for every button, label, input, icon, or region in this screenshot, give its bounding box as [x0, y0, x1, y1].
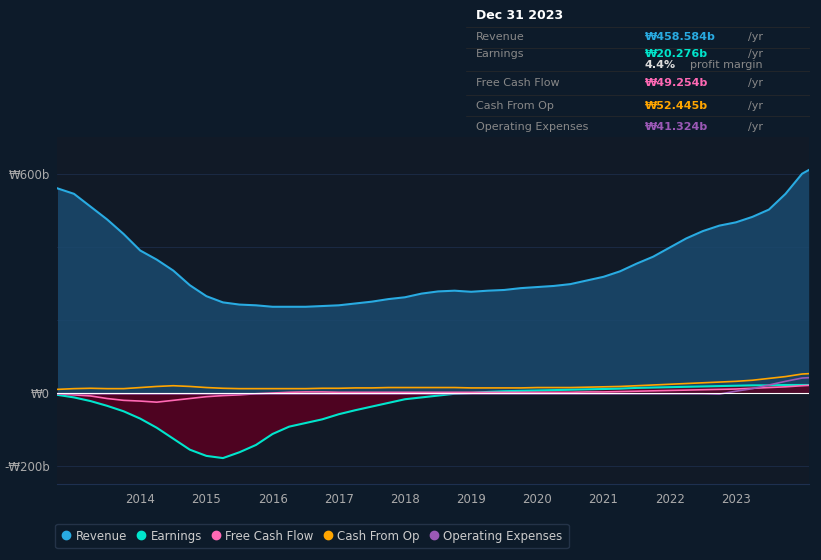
- Text: ₩52.445b: ₩52.445b: [644, 101, 708, 111]
- Text: 4.4%: 4.4%: [644, 60, 676, 71]
- Text: /yr: /yr: [748, 101, 764, 111]
- Text: /yr: /yr: [748, 49, 764, 59]
- Legend: Revenue, Earnings, Free Cash Flow, Cash From Op, Operating Expenses: Revenue, Earnings, Free Cash Flow, Cash …: [55, 524, 569, 548]
- Text: ₩41.324b: ₩41.324b: [644, 122, 708, 132]
- Text: Revenue: Revenue: [476, 32, 525, 42]
- Text: ₩49.254b: ₩49.254b: [644, 78, 709, 88]
- Text: /yr: /yr: [748, 78, 764, 88]
- Text: profit margin: profit margin: [690, 60, 762, 71]
- Text: ₩20.276b: ₩20.276b: [644, 49, 708, 59]
- Text: /yr: /yr: [748, 32, 764, 42]
- Text: Cash From Op: Cash From Op: [476, 101, 553, 111]
- Text: /yr: /yr: [748, 122, 764, 132]
- Text: Operating Expenses: Operating Expenses: [476, 122, 588, 132]
- Text: Free Cash Flow: Free Cash Flow: [476, 78, 559, 88]
- Text: ₩458.584b: ₩458.584b: [644, 32, 716, 42]
- Text: Dec 31 2023: Dec 31 2023: [476, 9, 563, 22]
- Text: Earnings: Earnings: [476, 49, 525, 59]
